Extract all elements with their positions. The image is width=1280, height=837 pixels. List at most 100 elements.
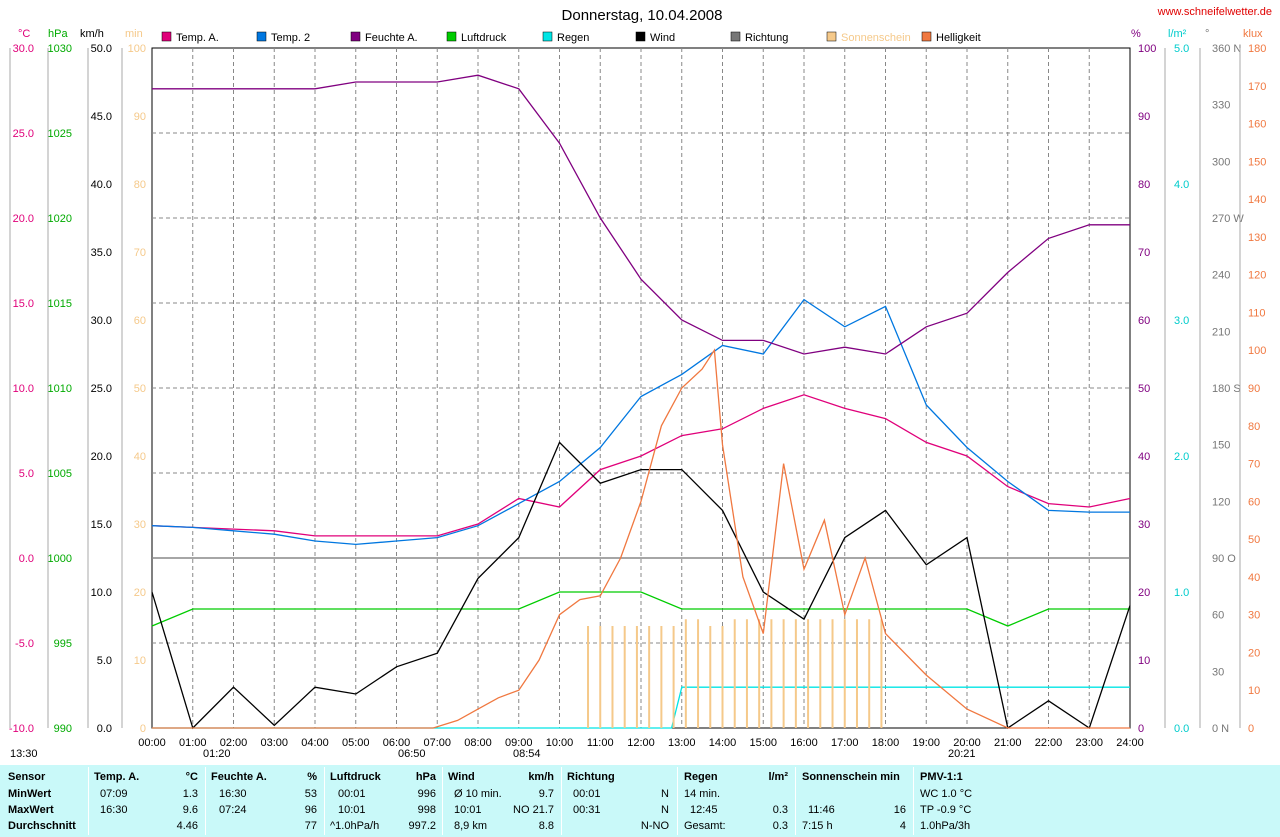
weather-chart: Donnerstag, 10.04.2008 www.schneifelwett…: [9, 6, 1272, 760]
lux-tick: 70: [1248, 459, 1260, 471]
press-unit: hPa: [415, 771, 436, 783]
rain-tick: 1.0: [1174, 587, 1189, 599]
legend-label: Richtung: [745, 32, 788, 44]
stats-avg-label: Durchschnitt: [8, 820, 76, 832]
legend-label: Sonnenschein: [841, 32, 911, 44]
min-tick: 10: [134, 655, 146, 667]
wind-tick: 10.0: [91, 587, 112, 599]
dir-max-time: 00:31: [573, 804, 601, 816]
dir-max: N: [661, 804, 669, 816]
min-tick: 100: [128, 43, 146, 55]
x-tick-label: 03:00: [260, 737, 288, 749]
lux-tick: 110: [1248, 307, 1266, 319]
dir-tick: 150: [1212, 440, 1230, 452]
rain-unit-label: l/m²: [1168, 28, 1187, 40]
press-trend: ^1.0hPa/h: [330, 820, 380, 832]
legend-swatch: [826, 31, 837, 42]
wind-tick: 15.0: [91, 519, 112, 531]
legend-swatch: [446, 31, 457, 42]
x-tick-label: 15:00: [749, 737, 777, 749]
x-axis-labels: 00:00 01:00 02:00 03:00 04:00 05:00 06:00 07:00…: [138, 737, 1144, 749]
wind-header: Wind: [448, 771, 475, 783]
grid: [151, 47, 1131, 729]
x-tick-label: 24:00: [1116, 737, 1144, 749]
min-unit-label: min: [125, 28, 143, 40]
lux-tick: 100: [1248, 345, 1266, 357]
legend-swatch: [730, 31, 741, 42]
sun-marks: 13:30 01:20 06:50 08:54 20:21: [10, 748, 976, 760]
temp-max-time: 16:30: [100, 804, 128, 816]
lux-tick: 160: [1248, 119, 1266, 131]
rain-tick: 3.0: [1174, 315, 1189, 327]
pmv-dewpoint: TP -0.9 °C: [920, 804, 972, 816]
series-line-temp-2: [151, 298, 1130, 546]
wind-unit: km/h: [528, 771, 554, 783]
lux-tick: 40: [1248, 572, 1260, 584]
temp-tick: 15.0: [13, 298, 34, 310]
press-tick: 1025: [48, 128, 72, 140]
temp-tick: 0.0: [19, 553, 34, 565]
sun-max: 16: [893, 804, 906, 816]
dir-tick: 240: [1212, 270, 1230, 282]
dir-unit-label: °: [1205, 28, 1209, 40]
dir-tick: 330: [1212, 100, 1230, 112]
lux-tick: 0: [1248, 723, 1254, 735]
legend-label: Regen: [557, 32, 589, 44]
min-tick: 70: [134, 247, 146, 259]
series-line-temp-a: [151, 394, 1131, 537]
axes: 30.025.020.015.010.05.00.0-5.0-10.010301…: [9, 43, 1266, 735]
press-tick: 1020: [48, 213, 72, 225]
temp-min: 1.3: [182, 788, 198, 800]
hum-tick: 100: [1138, 43, 1156, 55]
pmv-trend: 1.0hPa/3h: [920, 820, 971, 832]
wind-tick: 0.0: [97, 723, 112, 735]
rain-total-label: Gesamt:: [684, 820, 726, 832]
sun-header: Sonnenschein min: [802, 771, 900, 783]
lux-tick: 120: [1248, 270, 1266, 282]
min-tick: 50: [134, 383, 146, 395]
stats-panel: Sensor MinWert MaxWert Durchschnitt Temp…: [0, 765, 1280, 837]
press-max: 998: [417, 804, 436, 816]
lux-tick: 170: [1248, 81, 1266, 93]
legend-swatch: [256, 31, 267, 42]
x-tick-label: 09:00: [505, 737, 533, 749]
wind-unit-label: km/h: [80, 28, 104, 40]
wind-max-time: 10:01: [454, 804, 482, 816]
hum-header: Feuchte A.: [211, 771, 267, 783]
rain-max: 0.3: [772, 804, 788, 816]
hum-tick: 30: [1138, 519, 1150, 531]
hum-min: 53: [304, 788, 317, 800]
hum-unit: %: [307, 771, 317, 783]
press-header: Luftdruck: [330, 771, 381, 783]
dir-tick: 210: [1212, 326, 1230, 338]
legend-label: Temp. A.: [176, 32, 219, 44]
x-tick-label: 22:00: [1035, 737, 1063, 749]
series-line-helligkeit: [152, 348, 1130, 729]
x-tick-label: 20:00: [953, 737, 981, 749]
rain-tick: 5.0: [1174, 43, 1189, 55]
dir-tick: 120: [1212, 496, 1230, 508]
temp-tick: -10.0: [9, 723, 34, 735]
x-tick-label: 01:00: [179, 737, 207, 749]
wind-distance: 8,9 km: [454, 820, 488, 832]
sun-mark-label: 08:54: [513, 748, 541, 760]
x-tick-label: 02:00: [220, 737, 248, 749]
temp-unit-label: °C: [18, 28, 30, 40]
dir-tick: 270 W: [1212, 213, 1244, 225]
stats-min-label: MinWert: [8, 788, 52, 800]
site-url: www.schneifelwetter.de: [1157, 6, 1272, 18]
legend-label: Feuchte A.: [365, 32, 418, 44]
wind-tick: 25.0: [91, 383, 112, 395]
temp-header: Temp. A.: [94, 771, 140, 783]
wind-avg: 8.8: [538, 820, 554, 832]
hum-tick: 70: [1138, 247, 1150, 259]
hum-max: 96: [304, 804, 317, 816]
press-tick: 995: [54, 638, 72, 650]
x-tick-label: 16:00: [790, 737, 818, 749]
press-max-time: 10:01: [338, 804, 366, 816]
rain-header: Regen: [684, 771, 718, 783]
temp-tick: 25.0: [13, 128, 34, 140]
hum-tick: 20: [1138, 587, 1150, 599]
dir-tick: 90 O: [1212, 553, 1236, 565]
dir-tick: 0 N: [1212, 723, 1229, 735]
